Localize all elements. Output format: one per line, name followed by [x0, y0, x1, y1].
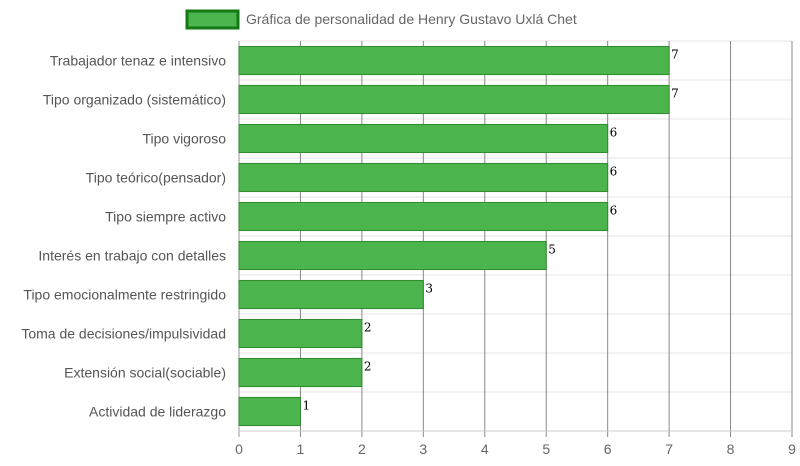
y-category-label: Tipo organizado (sistemático) — [43, 92, 226, 108]
legend[interactable]: Gráfica de personalidad de Henry Gustavo… — [185, 9, 577, 30]
bar-value-label: 7 — [671, 86, 679, 100]
bar-value-label: 5 — [548, 242, 556, 256]
x-tick-label: 1 — [297, 441, 305, 457]
x-tick-label: 8 — [727, 441, 735, 457]
y-category-label: Tipo teórico(pensador) — [86, 170, 226, 186]
y-category-label: Actividad de liderazgo — [89, 404, 226, 420]
x-tick-label: 6 — [604, 441, 612, 457]
x-tick-label: 4 — [481, 441, 489, 457]
bar-value-label: 7 — [671, 47, 679, 61]
x-tick-label: 9 — [788, 441, 796, 457]
bar-value-label: 6 — [610, 125, 618, 139]
y-category-label: Interés en trabajo con detalles — [38, 248, 226, 264]
bar[interactable] — [238, 318, 363, 349]
bar[interactable] — [238, 123, 609, 154]
bar[interactable] — [238, 279, 424, 310]
x-tick-label: 0 — [235, 441, 243, 457]
x-tick-label: 3 — [419, 441, 427, 457]
data-labels: 7 7 6 6 6 5 3 2 2 1 — [302, 47, 678, 412]
legend-label[interactable]: Gráfica de personalidad de Henry Gustavo… — [246, 11, 577, 27]
bar-value-label: 3 — [425, 281, 433, 295]
y-category-label: Toma de decisiones/impulsividad — [21, 326, 226, 342]
x-tick-label: 7 — [665, 441, 673, 457]
y-category-label: Extensión social(sociable) — [64, 365, 226, 381]
x-tick-label: 5 — [542, 441, 550, 457]
bar-value-label: 6 — [610, 164, 618, 178]
bar-series — [238, 45, 670, 427]
bar-value-label: 1 — [302, 398, 310, 412]
bar-value-label: 2 — [364, 320, 372, 334]
y-category-label: Tipo emocionalmente restringido — [23, 287, 226, 303]
bar-value-label: 6 — [610, 203, 618, 217]
y-category-label: Trabajador tenaz e intensivo — [50, 53, 226, 69]
bar[interactable] — [238, 162, 609, 193]
y-axis-categories: Trabajador tenaz e intensivo Tipo organiz… — [21, 53, 226, 420]
y-category-label: Tipo vigoroso — [142, 131, 226, 147]
legend-swatch[interactable] — [185, 9, 240, 30]
y-category-label: Tipo siempre activo — [105, 209, 226, 225]
bar[interactable] — [238, 396, 301, 427]
bar[interactable] — [238, 45, 670, 76]
x-tick-label: 2 — [358, 441, 366, 457]
bar[interactable] — [238, 84, 670, 115]
bar[interactable] — [238, 357, 363, 388]
bar[interactable] — [238, 240, 547, 271]
bar-value-label: 2 — [364, 359, 372, 373]
x-axis-ticks: 0 1 2 3 4 5 6 7 8 9 — [235, 441, 796, 457]
bar[interactable] — [238, 201, 609, 232]
